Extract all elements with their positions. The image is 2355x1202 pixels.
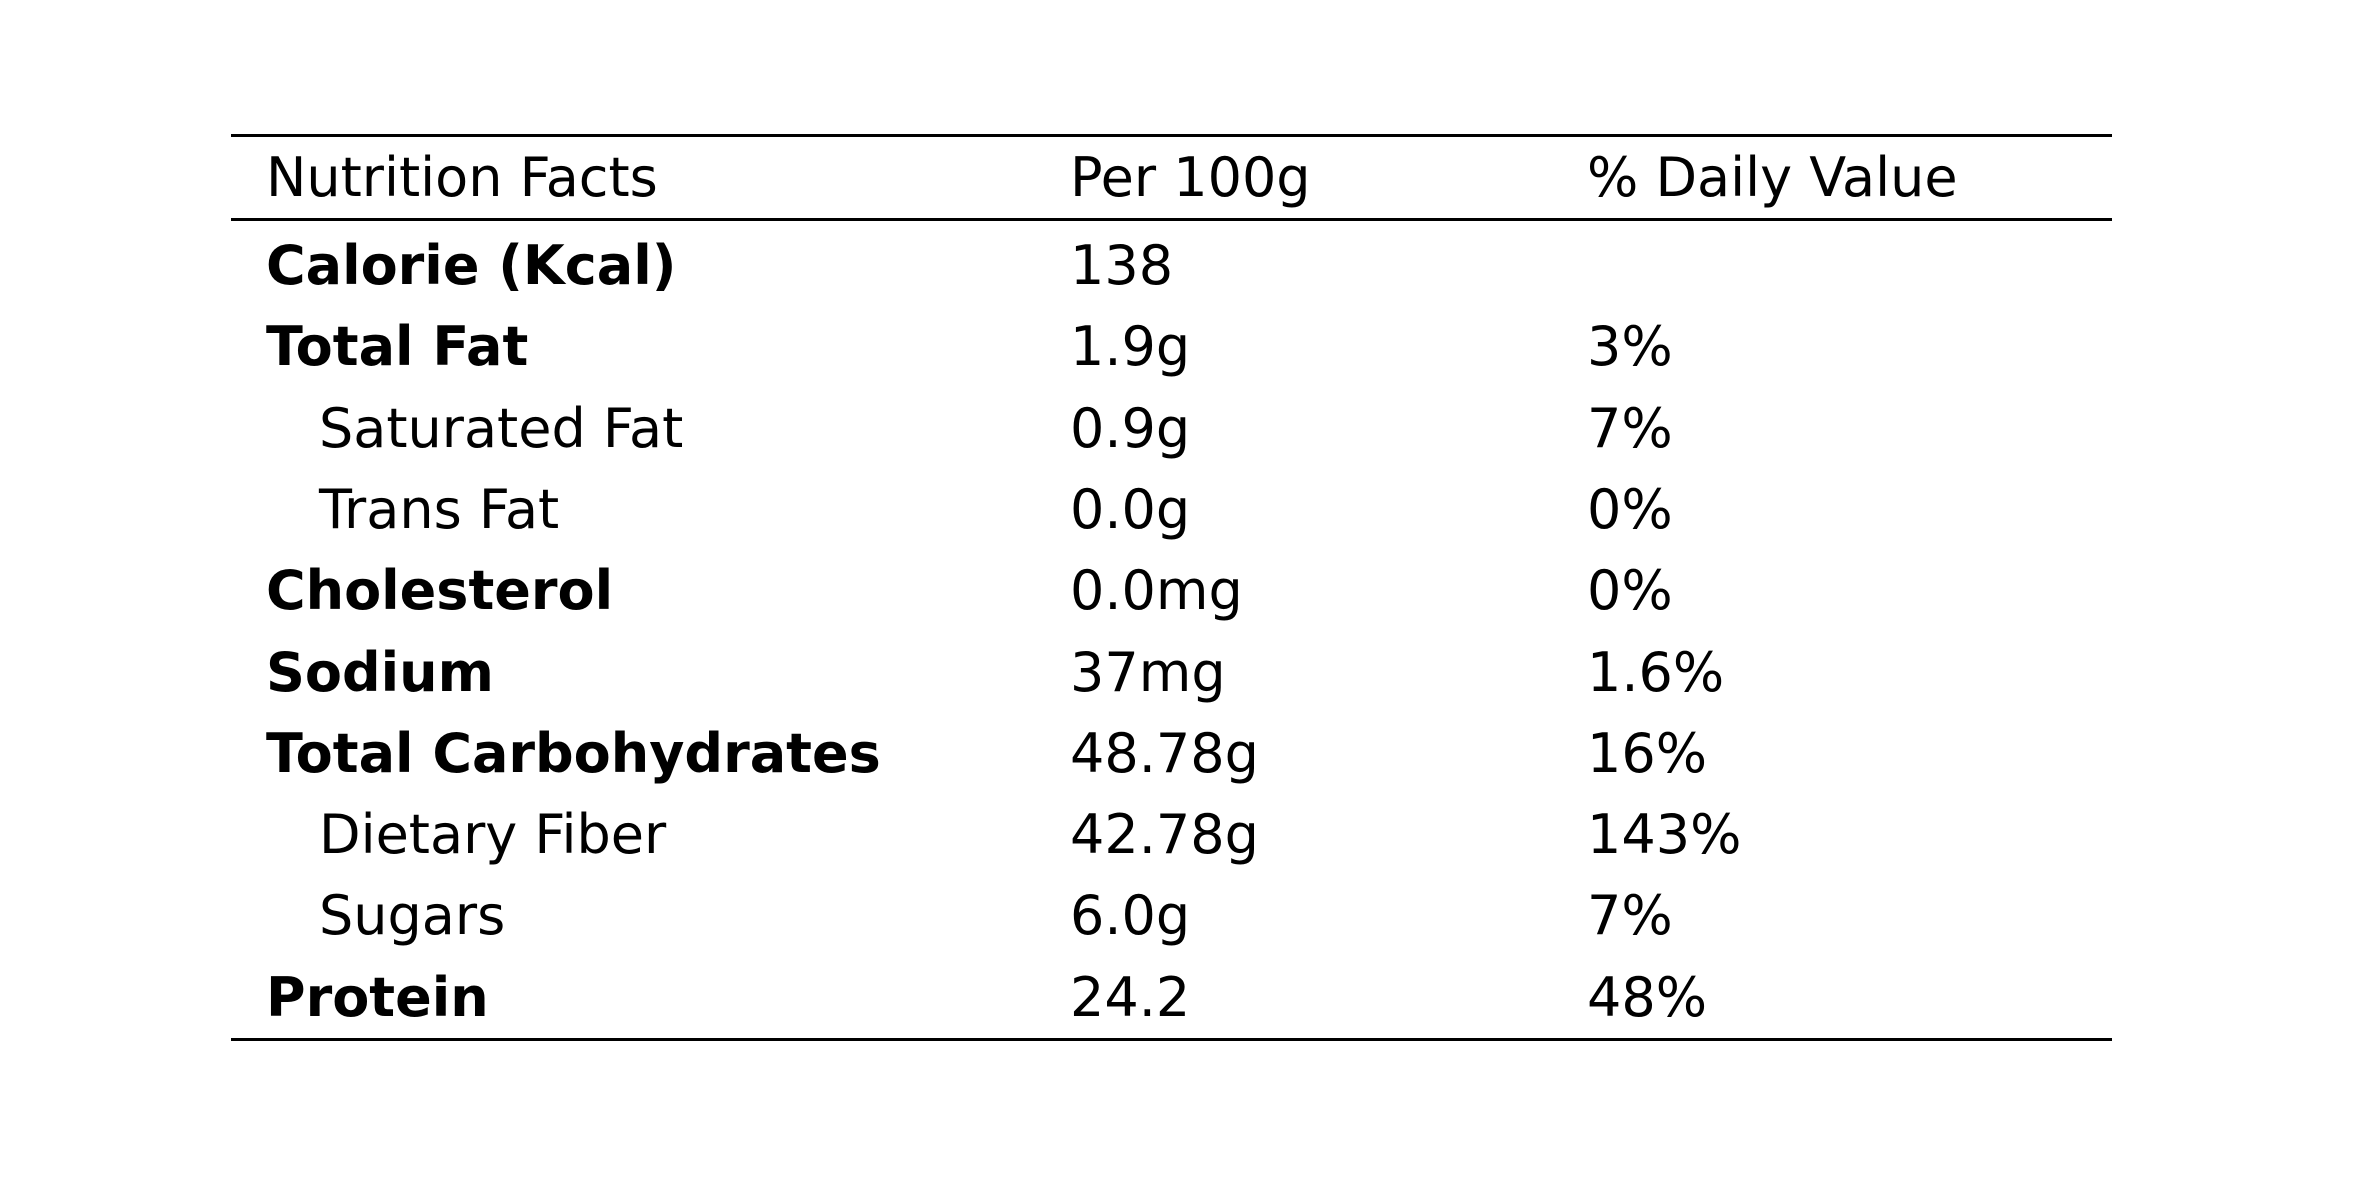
sub-nutrient-label: Trans Fat (319, 477, 560, 541)
amount: 0.0g (1070, 477, 1191, 541)
daily-value: 0% (1587, 477, 1673, 541)
header-cell: Per 100g (1070, 146, 1311, 209)
top-rule (231, 134, 2112, 137)
nutrient-label: Sodium (266, 640, 494, 704)
daily-value: 1.6% (1587, 640, 1725, 704)
amount: 0.9g (1070, 396, 1191, 460)
bottom-rule (231, 1038, 2112, 1041)
nutrient-label: Protein (266, 965, 489, 1029)
nutrient-label: Total Fat (266, 315, 529, 379)
daily-value: 3% (1587, 315, 1673, 379)
amount: 48.78g (1070, 721, 1259, 785)
amount: 138 (1070, 234, 1174, 297)
daily-value: 7% (1587, 884, 1673, 948)
daily-value: 0% (1587, 559, 1673, 623)
sub-nutrient-label: Saturated Fat (319, 396, 684, 460)
amount: 37mg (1070, 640, 1226, 704)
daily-value: 48% (1587, 965, 1708, 1029)
header-cell: % Daily Value (1587, 146, 1958, 209)
daily-value: 7% (1587, 396, 1673, 460)
nutrient-label: Total Carbohydrates (266, 721, 881, 785)
header-cell: Nutrition Facts (266, 146, 658, 209)
daily-value: 16% (1587, 721, 1708, 785)
amount: 1.9g (1070, 315, 1191, 379)
amount: 6.0g (1070, 884, 1191, 948)
sub-nutrient-label: Sugars (319, 884, 506, 948)
amount: 0.0mg (1070, 559, 1243, 623)
sub-nutrient-label: Dietary Fiber (319, 803, 667, 867)
amount: 24.2 (1070, 965, 1191, 1029)
amount: 42.78g (1070, 803, 1259, 867)
header-rule (231, 218, 2112, 221)
daily-value: 143% (1587, 803, 1742, 867)
nutrient-label: Calorie (Kcal) (266, 234, 677, 297)
nutrient-label: Cholesterol (266, 559, 614, 623)
